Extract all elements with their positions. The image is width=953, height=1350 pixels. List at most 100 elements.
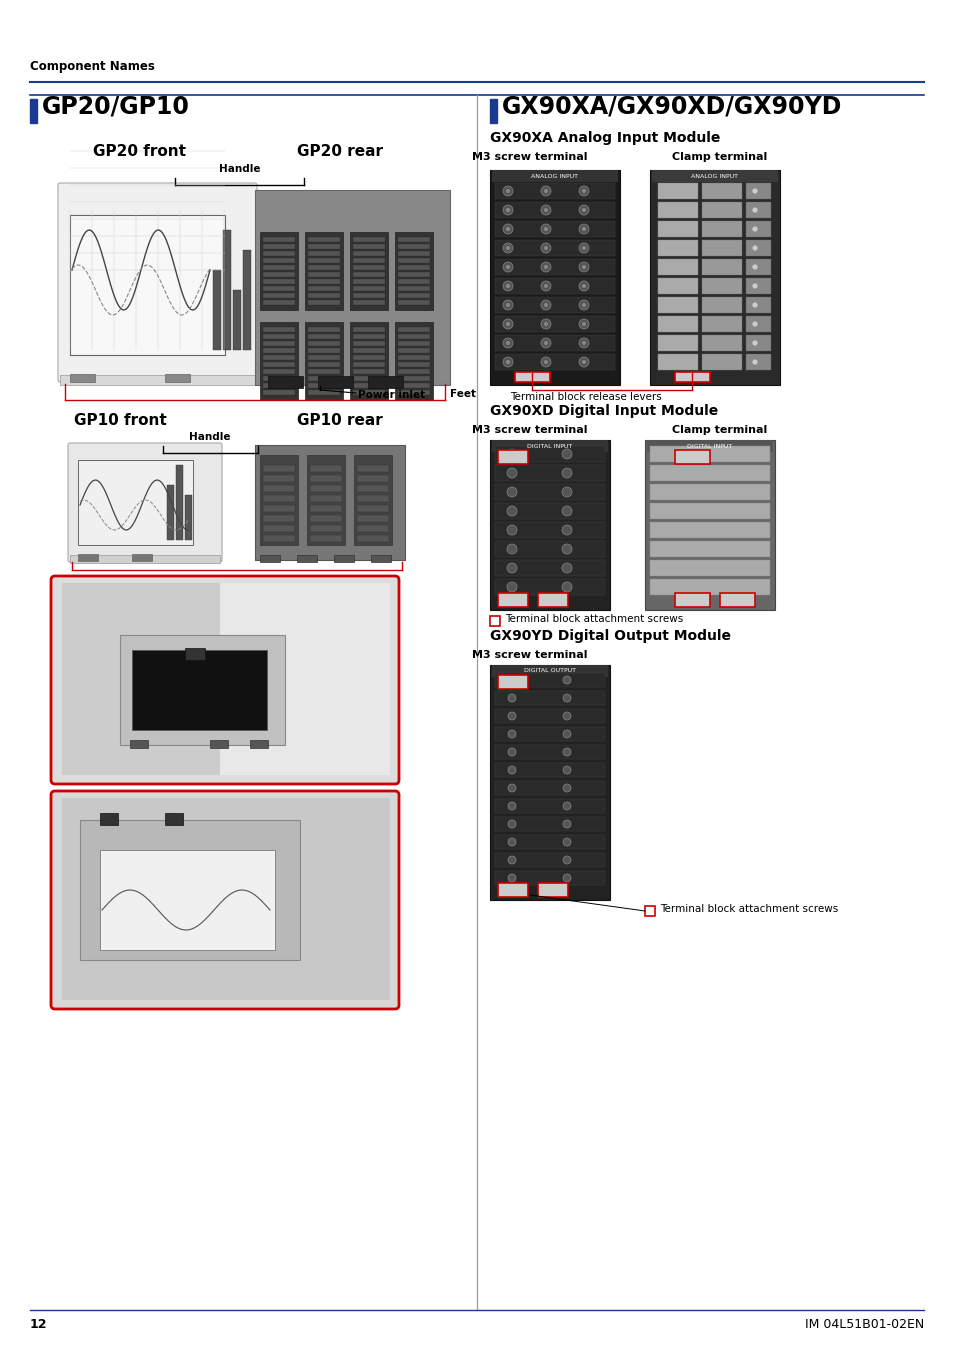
Circle shape [507, 856, 516, 864]
Bar [165, 813, 183, 825]
Circle shape [543, 227, 547, 231]
Bar [649, 560, 769, 576]
Bar [120, 634, 285, 745]
Circle shape [506, 450, 517, 459]
Bar [263, 514, 294, 522]
Circle shape [505, 342, 510, 346]
Circle shape [507, 765, 516, 774]
Circle shape [502, 205, 513, 215]
Bar [397, 362, 430, 367]
Bar [213, 270, 221, 350]
Bar [305, 323, 343, 400]
Text: Clamp terminal: Clamp terminal [672, 153, 767, 162]
Bar [62, 798, 390, 1000]
Bar [30, 99, 37, 123]
Bar [649, 541, 769, 558]
Bar [658, 259, 698, 275]
Bar [356, 475, 389, 482]
Bar [495, 278, 615, 294]
Bar [356, 514, 389, 522]
Bar [263, 495, 294, 502]
Bar [70, 215, 225, 355]
Bar [308, 271, 339, 277]
Circle shape [562, 694, 571, 702]
Bar [701, 259, 741, 275]
Bar [701, 202, 741, 217]
Circle shape [751, 302, 758, 308]
Bar [175, 464, 183, 540]
Bar [310, 475, 341, 482]
Bar [308, 362, 339, 367]
Bar [658, 240, 698, 256]
Bar [490, 616, 499, 626]
Bar [353, 369, 385, 374]
Bar [397, 244, 430, 248]
Bar [649, 464, 769, 481]
Bar [353, 258, 385, 263]
Circle shape [502, 186, 513, 196]
Bar [495, 763, 604, 778]
Circle shape [502, 319, 513, 329]
Circle shape [506, 544, 517, 554]
Text: Component Names: Component Names [30, 59, 154, 73]
Bar [263, 238, 294, 242]
Bar [397, 238, 430, 242]
Text: GP20 rear: GP20 rear [296, 144, 382, 159]
Bar [60, 375, 254, 385]
Bar [353, 300, 385, 305]
Circle shape [751, 207, 758, 213]
Bar [254, 190, 450, 385]
Bar [649, 485, 769, 500]
Bar [263, 377, 294, 381]
Bar [263, 355, 294, 360]
Bar [397, 251, 430, 256]
Bar [308, 286, 339, 292]
Bar [263, 525, 294, 532]
Bar [649, 522, 769, 539]
Bar [350, 323, 388, 400]
Bar [356, 505, 389, 512]
Circle shape [562, 873, 571, 882]
Circle shape [540, 224, 551, 234]
Text: GX90XA Analog Input Module: GX90XA Analog Input Module [490, 131, 720, 144]
Circle shape [751, 340, 758, 346]
Bar [490, 170, 619, 385]
Circle shape [751, 359, 758, 364]
Bar [497, 883, 527, 896]
Circle shape [543, 189, 547, 193]
Circle shape [561, 506, 572, 516]
Bar [263, 265, 294, 270]
Circle shape [507, 694, 516, 702]
Bar [701, 278, 741, 294]
Bar [353, 333, 385, 339]
Text: M3 screw terminal: M3 screw terminal [472, 153, 587, 162]
Bar [646, 440, 772, 452]
Circle shape [751, 284, 758, 289]
Bar [354, 455, 392, 545]
Text: GX90XD Digital Input Module: GX90XD Digital Input Module [490, 404, 718, 418]
Bar [308, 251, 339, 256]
Circle shape [506, 468, 517, 478]
Bar [308, 348, 339, 352]
Bar [353, 342, 385, 346]
Circle shape [751, 244, 758, 251]
Circle shape [543, 284, 547, 288]
Circle shape [581, 284, 585, 288]
Circle shape [751, 225, 758, 232]
Bar [310, 505, 341, 512]
Bar [268, 377, 303, 387]
Bar [658, 354, 698, 370]
Bar [745, 316, 770, 332]
Bar [78, 460, 193, 545]
Bar [70, 555, 220, 563]
Bar [308, 265, 339, 270]
Circle shape [562, 838, 571, 846]
Bar [651, 170, 778, 182]
Bar [397, 279, 430, 284]
Circle shape [561, 544, 572, 554]
Bar [397, 369, 430, 374]
Circle shape [540, 356, 551, 367]
Circle shape [751, 225, 758, 232]
Text: Feet: Feet [450, 389, 476, 400]
Circle shape [751, 265, 758, 270]
